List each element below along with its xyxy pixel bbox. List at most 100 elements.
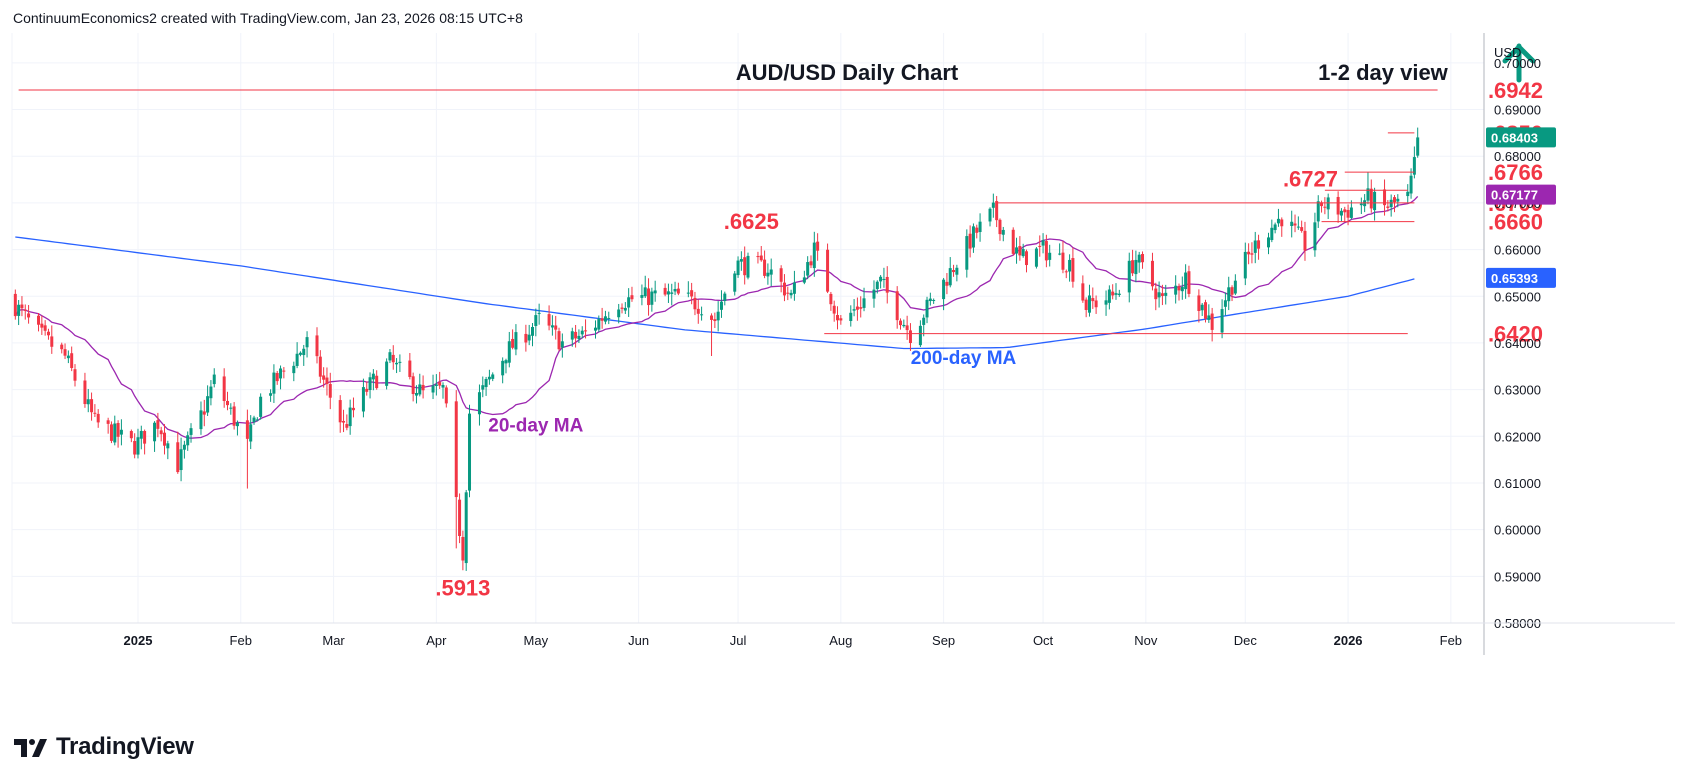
gridlines <box>11 33 1484 624</box>
y-tick-label: 0.70000 <box>1494 56 1541 71</box>
candle-bear <box>315 335 319 357</box>
candle-bull <box>736 260 740 276</box>
candle-bull <box>186 435 190 446</box>
candle-bull <box>849 312 853 322</box>
candle-bull <box>295 353 299 366</box>
candle-bull <box>235 422 239 427</box>
candle-bull <box>580 330 584 335</box>
candle-bear <box>342 420 346 423</box>
candle-bear <box>133 440 137 455</box>
x-tick-label: Jul <box>730 633 747 648</box>
candle-bear <box>1064 271 1068 273</box>
y-tick-label: 0.62000 <box>1494 429 1541 444</box>
chart-canvas[interactable]: .6942.6850.6766.6727.6700.6660.6420 AUD/… <box>0 0 1689 730</box>
candle-bull <box>361 387 365 412</box>
candle-bear <box>50 336 54 347</box>
candle-bear <box>245 420 249 439</box>
candle-bull <box>1134 259 1138 275</box>
candle-bull <box>1373 191 1377 211</box>
candle-bull <box>209 386 213 399</box>
candle-bull <box>593 327 597 331</box>
candle-bull <box>1174 285 1178 295</box>
candle-bear <box>365 388 369 392</box>
candle-bear <box>1303 230 1307 251</box>
candle-bear <box>202 411 206 415</box>
candle-bear <box>1024 251 1028 266</box>
candle-bull <box>388 352 392 361</box>
candle-bull <box>879 276 883 282</box>
candle-bull <box>875 281 879 290</box>
candle-bear <box>557 331 561 350</box>
candle-bear <box>222 376 226 402</box>
candle-bull <box>1223 300 1227 307</box>
candle-bull <box>1137 254 1141 263</box>
candle-bull <box>617 309 621 318</box>
candle-bear <box>1091 298 1095 302</box>
candle-bull <box>942 279 946 300</box>
candle-bear <box>855 306 859 310</box>
candle-bull <box>249 424 253 442</box>
candle-bear <box>225 400 229 406</box>
candle-bull <box>882 278 886 280</box>
candle-bull <box>650 291 654 305</box>
candle-bear <box>116 423 120 437</box>
candle-bull <box>640 295 644 298</box>
candle-bear <box>1154 288 1158 300</box>
candle-bull <box>766 272 770 277</box>
candle-bull <box>1114 293 1118 295</box>
candles-layer <box>13 127 1420 571</box>
candle-bull <box>1227 287 1231 302</box>
candle-bear <box>421 384 425 391</box>
candle-bear <box>511 338 515 348</box>
candle-bull <box>1015 247 1019 254</box>
tradingview-footer[interactable]: TradingView <box>14 733 194 761</box>
candle-bull <box>1157 292 1161 298</box>
candle-bear <box>1081 283 1085 301</box>
candle-bull <box>1107 289 1111 303</box>
tradingview-logo-icon <box>14 739 47 757</box>
candle-bear <box>630 295 634 300</box>
candle-bull <box>206 396 210 413</box>
candle-bear <box>1210 313 1214 330</box>
candle-bull <box>955 267 959 275</box>
candle-bear <box>554 325 558 330</box>
candle-bull <box>673 288 677 292</box>
candle-bear <box>968 233 972 249</box>
candle-bear <box>713 319 717 322</box>
candle-bear <box>905 325 909 331</box>
candle-bull <box>1164 292 1168 296</box>
candle-bull <box>1034 248 1038 267</box>
candle-bull <box>531 326 535 336</box>
candle-bull <box>272 372 276 394</box>
axes-layer: 0.700000.690000.680000.670000.660000.650… <box>12 33 1675 655</box>
candle-bull <box>179 449 183 471</box>
candle-bull <box>932 299 936 301</box>
candle-bear <box>1280 219 1284 227</box>
candle-bull <box>1316 201 1320 222</box>
candle-bear <box>574 331 578 339</box>
candle-bear <box>156 420 160 429</box>
current-price-badge-label: 0.68403 <box>1491 130 1538 145</box>
candle-bear <box>1346 209 1350 218</box>
candle-bull <box>623 307 627 311</box>
candle-bull <box>922 317 926 325</box>
candle-bear <box>109 424 113 441</box>
candle-bull <box>666 291 670 295</box>
candle-bull <box>1021 249 1025 257</box>
y-tick-label: 0.65000 <box>1494 289 1541 304</box>
candle-bear <box>1150 260 1154 287</box>
x-tick-label: Feb <box>230 633 252 648</box>
candle-bull <box>812 242 816 269</box>
candle-bull <box>292 365 296 374</box>
candle-bull <box>607 317 611 319</box>
candle-bull <box>414 392 418 396</box>
candle-bear <box>786 292 790 294</box>
ma200-value-badge-label: 0.65393 <box>1491 271 1538 286</box>
candle-bear <box>1369 188 1373 209</box>
candle-bull <box>534 315 538 326</box>
candle-bull <box>1366 188 1370 201</box>
candle-bull <box>925 299 929 318</box>
candle-bear <box>975 227 979 233</box>
candle-bull <box>806 262 810 276</box>
